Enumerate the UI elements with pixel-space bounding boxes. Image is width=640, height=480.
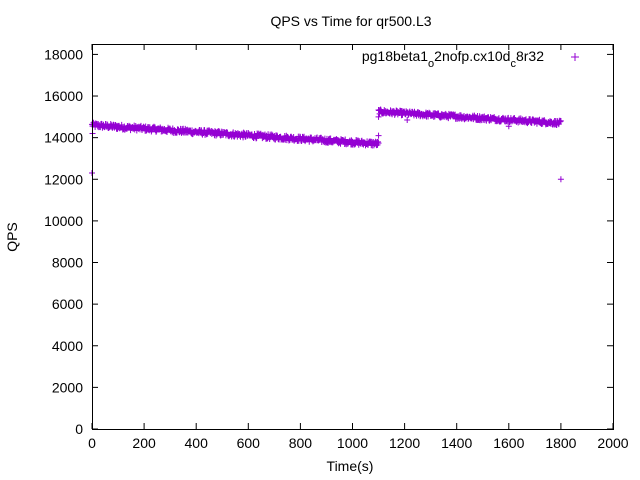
- data-point: [557, 117, 564, 124]
- y-tick-label: 12000: [44, 171, 83, 187]
- data-point: [153, 128, 160, 135]
- legend-plus-icon: [571, 53, 579, 61]
- y-tick-label: 6000: [52, 296, 83, 312]
- legend: pg18beta1o2nofp.cx10dc8r32: [362, 48, 579, 70]
- data-point: [556, 118, 563, 125]
- x-tick-label: 1000: [337, 435, 368, 451]
- data-point: [375, 140, 382, 147]
- x-tick-label: 1800: [545, 435, 576, 451]
- legend-series-marker: [571, 53, 579, 61]
- y-tick-label: 16000: [44, 88, 83, 104]
- data-point-outlier: [505, 123, 512, 130]
- x-tick-label: 400: [185, 435, 209, 451]
- x-tick-label: 200: [132, 435, 156, 451]
- y-axis-label: QPS: [4, 222, 20, 252]
- data-points: [89, 106, 564, 183]
- y-tick-label: 8000: [52, 255, 83, 271]
- x-tick-label: 1600: [493, 435, 524, 451]
- y-tick-label: 10000: [44, 213, 83, 229]
- data-point-outlier: [404, 116, 411, 123]
- y-axis-ticks: 0 2000 4000 6000 8000 10000 12000 14000 16000 180…: [44, 46, 613, 437]
- x-tick-label: 1200: [389, 435, 420, 451]
- data-point-outlier: [557, 176, 564, 183]
- data-point: [377, 106, 384, 113]
- data-point: [268, 131, 275, 138]
- y-tick-label: 14000: [44, 130, 83, 146]
- y-tick-label: 4000: [52, 338, 83, 354]
- x-tick-label: 2000: [597, 435, 628, 451]
- y-tick-label: 0: [75, 421, 83, 437]
- y-tick-label: 18000: [44, 46, 83, 62]
- chart-title: QPS vs Time for qr500.L3: [270, 13, 431, 29]
- x-tick-label: 0: [88, 435, 96, 451]
- plot-frame: [92, 44, 614, 430]
- x-axis-ticks: 0 200 400 600 800 1000 1200 1400 1600 1800 2000: [88, 44, 629, 451]
- x-tick-label: 600: [237, 435, 261, 451]
- data-point: [285, 137, 292, 144]
- x-axis-label: Time(s): [327, 458, 374, 474]
- x-tick-label: 1400: [441, 435, 472, 451]
- data-point: [375, 138, 382, 145]
- data-point-outlier: [375, 113, 382, 120]
- y-tick-label: 2000: [52, 379, 83, 395]
- x-tick-label: 800: [289, 435, 313, 451]
- data-point-outlier: [375, 132, 382, 139]
- legend-series-label: pg18beta1o2nofp.cx10dc8r32: [362, 48, 544, 70]
